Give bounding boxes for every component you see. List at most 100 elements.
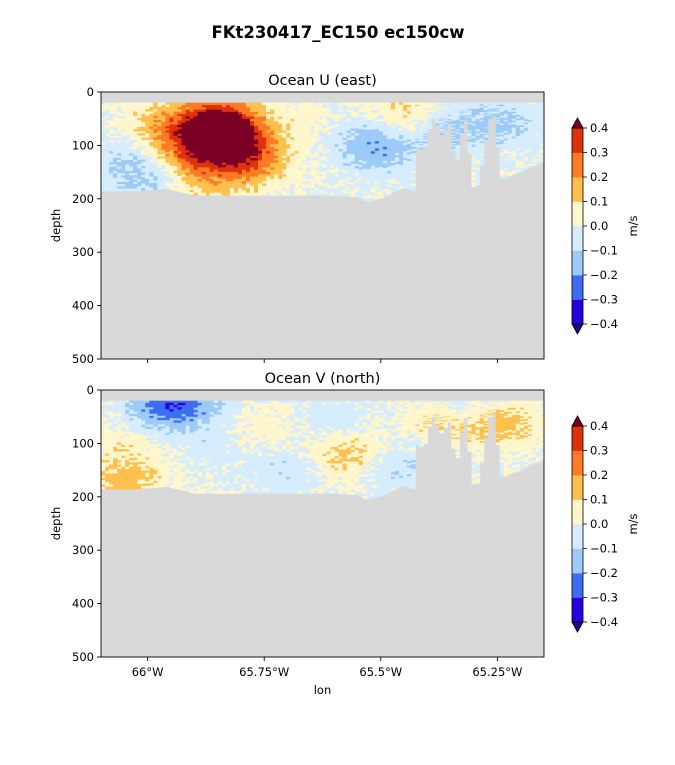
heatmap-cell xyxy=(411,111,416,115)
heatmap-cell xyxy=(105,431,110,435)
heatmap-cell xyxy=(129,462,134,466)
heatmap-cell xyxy=(149,470,154,473)
heatmap-cell xyxy=(479,133,485,136)
heatmap-cell xyxy=(382,123,388,127)
heatmap-cell xyxy=(197,181,203,185)
heatmap-cell xyxy=(121,475,126,479)
heatmap-cell xyxy=(121,126,126,130)
heatmap-cell xyxy=(358,114,364,118)
heatmap-cell xyxy=(149,185,154,188)
heatmap-cell xyxy=(274,188,279,192)
heatmap-cell xyxy=(423,115,428,118)
heatmap-cell xyxy=(403,151,408,155)
heatmap-cell xyxy=(117,184,122,187)
heatmap-cell xyxy=(129,115,134,119)
heatmap-cell xyxy=(411,168,416,172)
heatmap-cell xyxy=(326,118,332,122)
heatmap-cell xyxy=(113,159,118,163)
heatmap-cell xyxy=(282,141,287,145)
heatmap-cell xyxy=(495,137,501,140)
heatmap-cell xyxy=(455,139,461,142)
heatmap-cell xyxy=(282,165,287,168)
heatmap-cell xyxy=(153,424,158,428)
heatmap-cell xyxy=(205,114,211,118)
heatmap-cell xyxy=(153,176,158,180)
heatmap-cell xyxy=(109,155,114,159)
heatmap-cell xyxy=(423,108,428,110)
heatmap-cell xyxy=(378,188,384,192)
heatmap-cell xyxy=(527,136,533,139)
heatmap-cell xyxy=(105,126,110,130)
heatmap-cell xyxy=(129,126,134,130)
heatmap-cell xyxy=(270,118,275,122)
heatmap-cell xyxy=(370,136,376,140)
heatmap-cell xyxy=(233,167,239,171)
heatmap-cell xyxy=(378,109,384,113)
heatmap-cell xyxy=(475,170,481,174)
heatmap-cell xyxy=(515,165,521,169)
heatmap-cell xyxy=(403,140,408,144)
heatmap-cell xyxy=(193,114,199,118)
heatmap-cell xyxy=(117,411,122,415)
heatmap-cell xyxy=(113,140,118,143)
heatmap-cell xyxy=(101,484,106,488)
heatmap-cell xyxy=(415,132,420,134)
heatmap-cell xyxy=(205,109,211,113)
heatmap-cell xyxy=(173,175,179,178)
heatmap-cell xyxy=(366,196,372,200)
heatmap-cell xyxy=(471,125,477,129)
heatmap-cell xyxy=(221,116,227,120)
heatmap-cell xyxy=(386,107,392,111)
heatmap-cell xyxy=(386,157,392,161)
heatmap-cell xyxy=(117,144,122,148)
heatmap-cell xyxy=(109,416,114,419)
heatmap-cell xyxy=(282,102,287,106)
heatmap-cell xyxy=(423,109,428,111)
heatmap-cell xyxy=(125,111,130,115)
heatmap-cell xyxy=(499,147,505,151)
heatmap-cell xyxy=(495,127,501,130)
heatmap-cell xyxy=(515,111,521,114)
heatmap-cell xyxy=(471,104,477,108)
heatmap-cell xyxy=(282,185,287,189)
heatmap-cell xyxy=(201,158,207,162)
heatmap-cell xyxy=(374,155,380,159)
heatmap-cell xyxy=(201,130,207,134)
heatmap-cell xyxy=(423,133,428,136)
heatmap-cell xyxy=(258,130,263,134)
heatmap-cell xyxy=(278,160,283,164)
heatmap-cell xyxy=(447,122,452,124)
heatmap-cell xyxy=(503,157,509,160)
heatmap-cell xyxy=(217,185,223,189)
heatmap-cell xyxy=(201,139,207,143)
heatmap-cell xyxy=(129,484,134,488)
heatmap-cell xyxy=(185,182,191,185)
heatmap-cell xyxy=(523,119,529,122)
heatmap-cell xyxy=(479,110,485,113)
heatmap-cell xyxy=(109,457,114,461)
heatmap-cell xyxy=(250,151,255,155)
heatmap-cell xyxy=(245,130,251,134)
heatmap-cell xyxy=(519,109,525,112)
heatmap-cell xyxy=(101,109,106,113)
heatmap-cell xyxy=(173,135,179,139)
heatmap-cell xyxy=(262,181,267,185)
heatmap-cell xyxy=(282,116,287,120)
heatmap-cell xyxy=(495,142,501,144)
heatmap-cell xyxy=(535,122,541,125)
heatmap-cell xyxy=(455,111,461,114)
heatmap-cell xyxy=(415,121,420,123)
heatmap-cell xyxy=(278,135,283,138)
heatmap-cell xyxy=(435,113,440,116)
heatmap-cell xyxy=(362,180,368,184)
heatmap-cell xyxy=(141,450,146,454)
heatmap-cell xyxy=(266,190,271,194)
heatmap-cell xyxy=(270,125,275,129)
heatmap-cell xyxy=(499,108,505,111)
heatmap-cell xyxy=(439,110,444,113)
heatmap-cell xyxy=(250,118,255,122)
heatmap-cell xyxy=(121,135,126,139)
heatmap-cell xyxy=(306,181,312,185)
heatmap-cell xyxy=(334,116,340,120)
heatmap-cell xyxy=(318,185,324,189)
